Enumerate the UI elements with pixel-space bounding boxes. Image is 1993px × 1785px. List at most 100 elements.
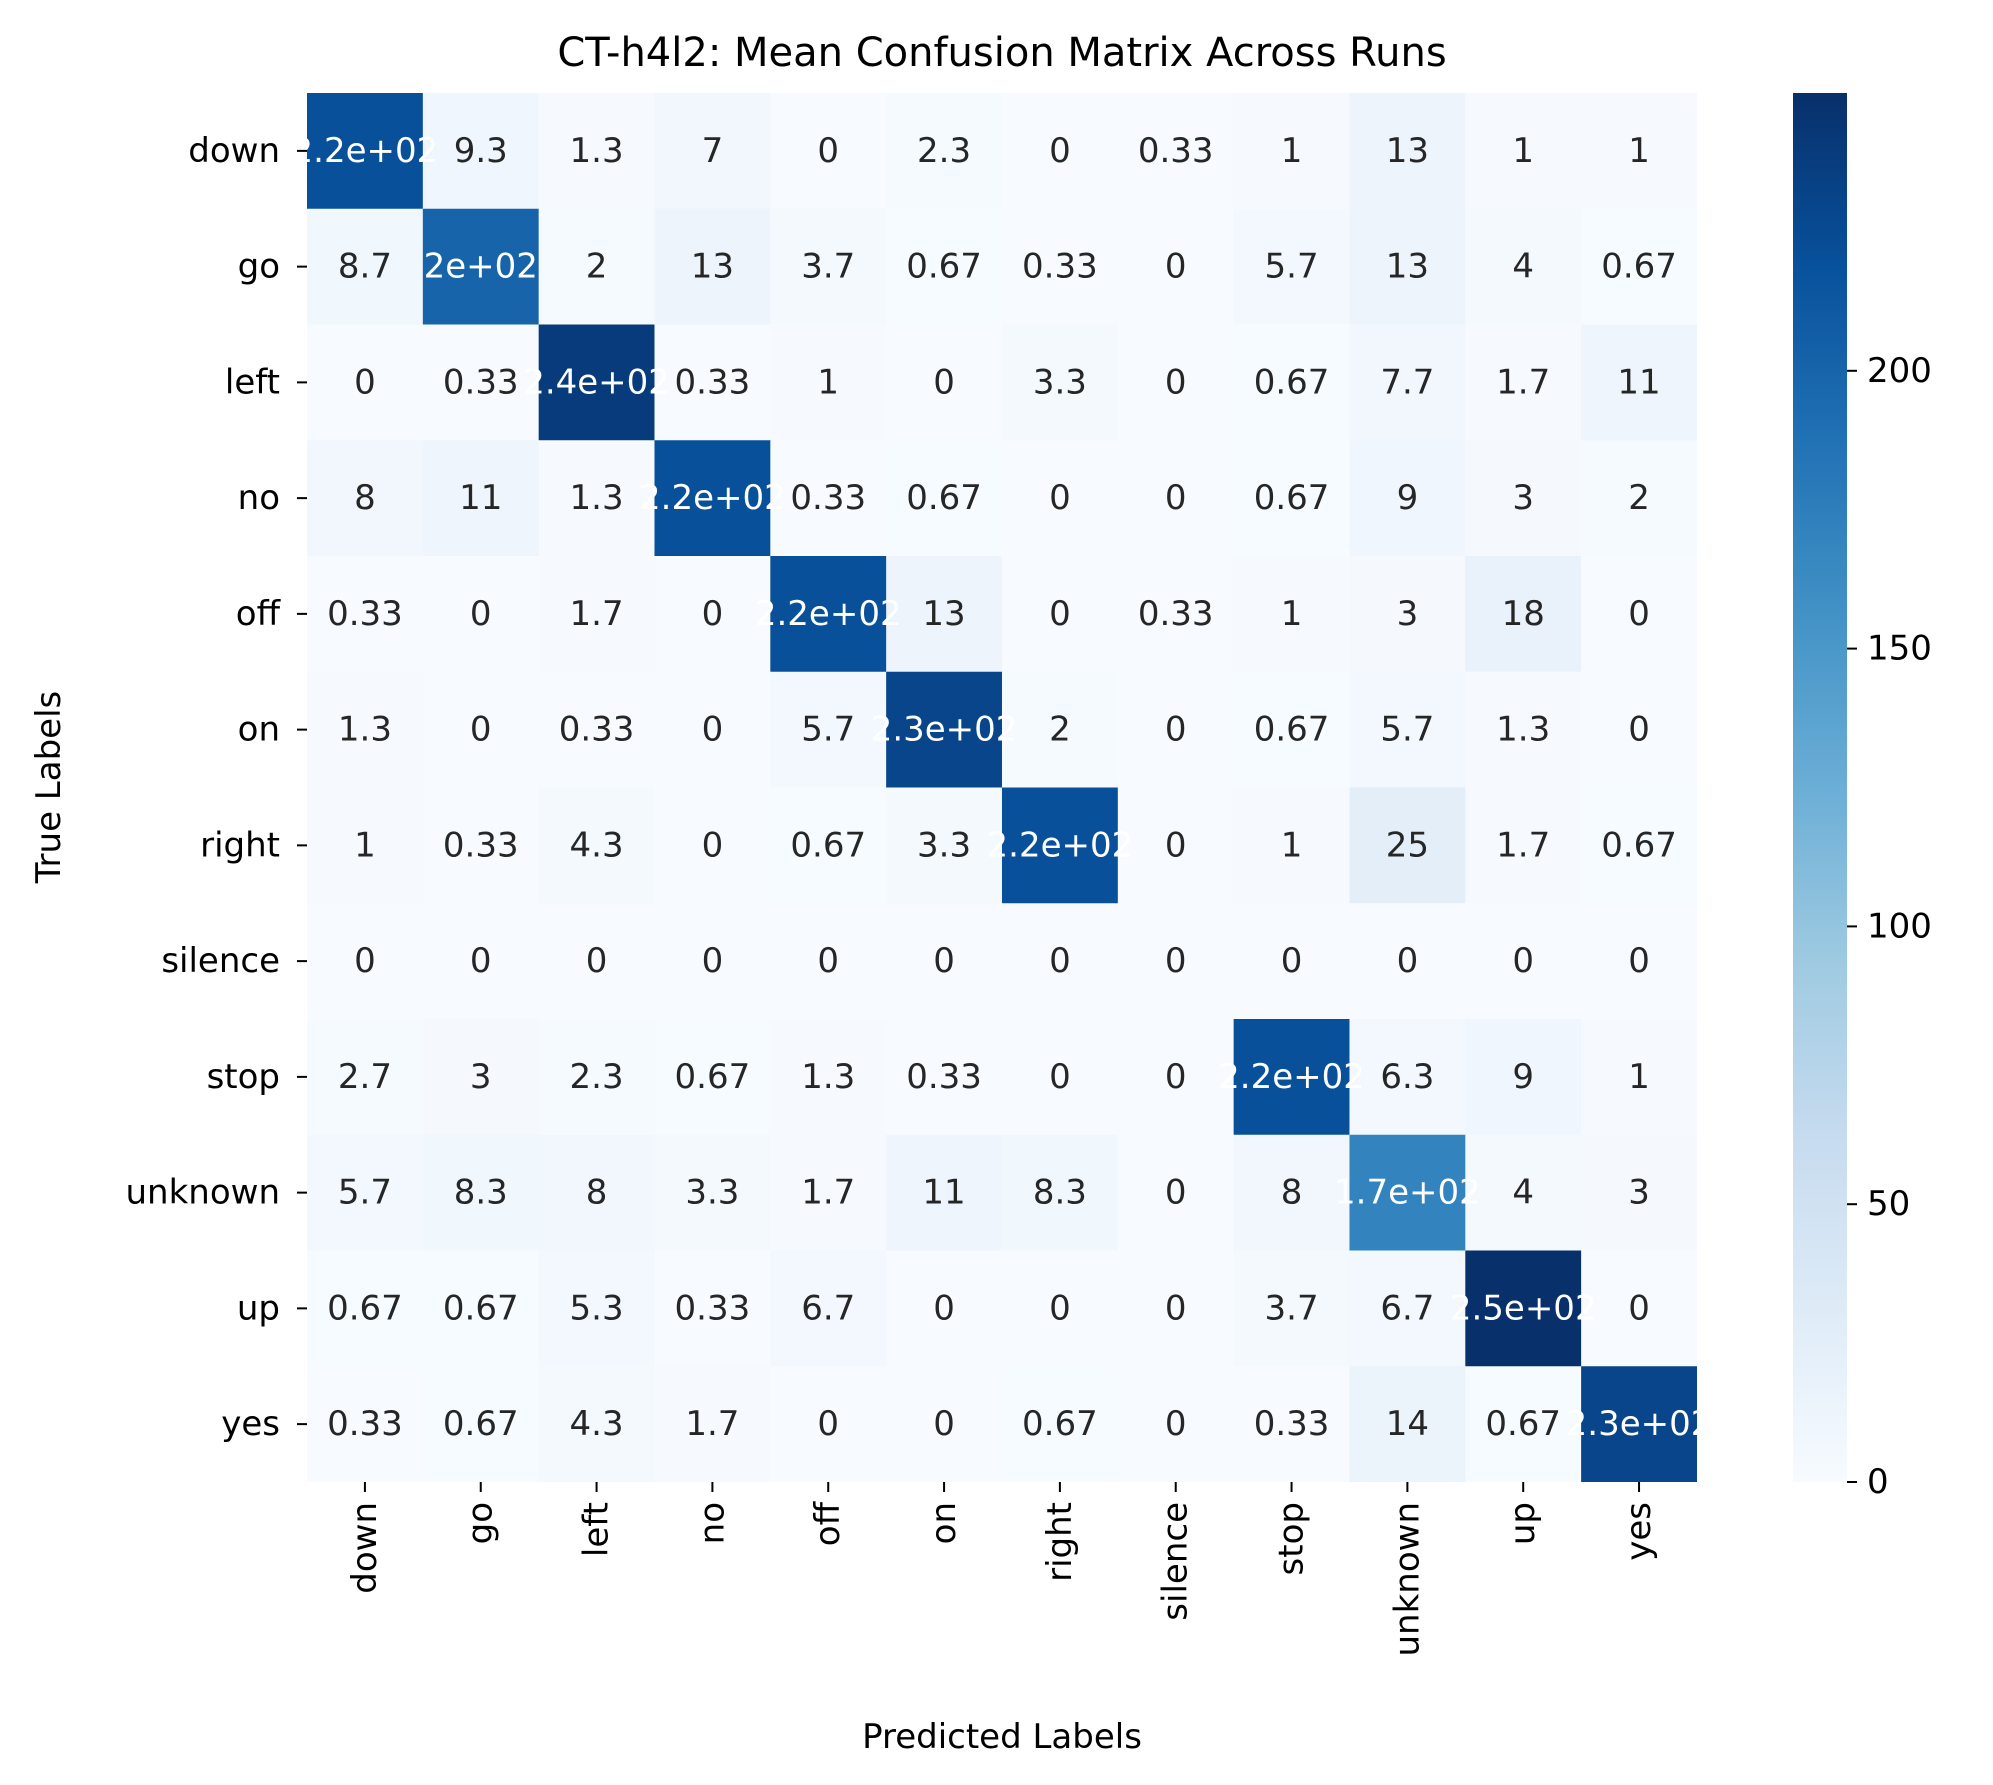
heatmap-cell xyxy=(422,1250,540,1367)
x-tick-label: down xyxy=(345,1502,385,1594)
heatmap-cell xyxy=(1233,208,1351,326)
cell-value-label: 0.33 xyxy=(1022,247,1098,287)
heatmap-cell xyxy=(1581,324,1697,441)
heatmap-cell xyxy=(654,556,771,673)
x-tick-label: stop xyxy=(1272,1502,1312,1575)
heatmap-cell xyxy=(770,1250,887,1367)
y-axis-label: True Labels xyxy=(29,691,69,884)
cell-value-label: 0.33 xyxy=(559,710,635,750)
y-tick-label: off xyxy=(236,594,282,634)
cell-value-label: 0.33 xyxy=(443,825,519,865)
cell-value-label: 14 xyxy=(1386,1404,1429,1444)
cell-value-label: 0 xyxy=(1165,1057,1187,1097)
heatmap-cell xyxy=(654,1250,771,1367)
heatmap-cell xyxy=(307,1134,424,1252)
cell-value-label: 0.33 xyxy=(906,1057,982,1097)
heatmap-cell xyxy=(538,1019,656,1136)
heatmap-cell xyxy=(1349,1250,1466,1367)
cell-value-label: 0.33 xyxy=(1138,594,1214,634)
cell-value-label: 2e+02 xyxy=(424,247,538,287)
heatmap-cell xyxy=(538,1366,656,1482)
cell-value-label: 0 xyxy=(470,594,492,634)
cell-value-label: 5.7 xyxy=(801,710,855,750)
cell-value-label: 9 xyxy=(1512,1057,1534,1097)
y-tick-label: down xyxy=(188,131,280,171)
cell-value-label: 2.7 xyxy=(338,1057,392,1097)
heatmap-cell xyxy=(1233,1366,1351,1482)
cell-value-label: 2.2e+02 xyxy=(987,825,1134,865)
cell-value-label: 2 xyxy=(586,247,608,287)
cell-value-label: 0 xyxy=(1049,1057,1071,1097)
heatmap-cell xyxy=(886,440,1003,557)
x-tick-label: up xyxy=(1503,1502,1543,1545)
heatmap-cell xyxy=(1001,208,1119,326)
x-tick-label: yes xyxy=(1619,1502,1659,1561)
cell-value-label: 1 xyxy=(1281,131,1303,171)
heatmap-cell xyxy=(886,1019,1003,1136)
heatmap-cell xyxy=(654,1019,771,1136)
heatmap-cell xyxy=(770,440,887,557)
cell-value-label: 1 xyxy=(817,362,839,402)
cell-value-label: 1 xyxy=(1628,1057,1650,1097)
cell-value-label: 0 xyxy=(702,710,724,750)
cell-value-label: 9 xyxy=(1397,478,1419,518)
y-tick-label: up xyxy=(237,1288,280,1328)
heatmap-cell xyxy=(422,93,540,210)
heatmap-cell xyxy=(307,787,424,904)
cell-value-label: 0 xyxy=(1628,710,1650,750)
heatmap-cell xyxy=(1117,556,1235,673)
heatmap-cell xyxy=(1349,1019,1466,1136)
heatmap-cell xyxy=(538,324,656,441)
heatmap-cell xyxy=(422,208,540,326)
cell-value-label: 3 xyxy=(1512,478,1534,518)
heatmap-cell xyxy=(1349,1134,1466,1252)
y-axis-ticks: down go left no off on right silence stop unknown… xyxy=(126,131,307,1444)
cell-value-label: 0 xyxy=(1165,941,1187,981)
cell-value-label: 0 xyxy=(1049,594,1071,634)
heatmap-cell xyxy=(1001,324,1119,441)
cell-value-label: 7 xyxy=(702,131,724,171)
heatmap-cell xyxy=(307,93,424,210)
heatmap-cell xyxy=(1233,556,1351,673)
heatmap-cell xyxy=(654,671,771,789)
cell-value-label: 0.67 xyxy=(327,1288,403,1328)
heatmap-cell xyxy=(1465,1366,1582,1482)
heatmap-cell xyxy=(654,903,771,1020)
heatmap-cell xyxy=(886,903,1003,1020)
heatmap-cell xyxy=(422,787,540,904)
y-tick-label: right xyxy=(200,825,280,865)
heatmap-cell xyxy=(1349,903,1466,1020)
cell-value-label: 2.2e+02 xyxy=(1218,1057,1365,1097)
cell-value-label: 0.67 xyxy=(1254,478,1330,518)
cell-value-label: 0 xyxy=(1281,941,1303,981)
heatmap-cell xyxy=(654,208,771,326)
heatmap-cell xyxy=(886,324,1003,441)
x-tick-label: no xyxy=(692,1502,732,1544)
cell-value-label: 0 xyxy=(1165,1173,1187,1213)
cell-value-label: 13 xyxy=(1386,131,1429,171)
heatmap-cell xyxy=(538,556,656,673)
heatmap-cell xyxy=(770,903,887,1020)
cell-value-label: 1.3 xyxy=(801,1057,855,1097)
heatmap-cell xyxy=(1001,1134,1119,1252)
heatmap-cell xyxy=(1581,671,1697,789)
cell-value-label: 2.3e+02 xyxy=(1566,1404,1713,1444)
cell-value-label: 0 xyxy=(702,941,724,981)
colorbar-tick-label: 50 xyxy=(1867,1184,1910,1224)
cell-value-label: 8.3 xyxy=(1033,1173,1087,1213)
heatmap-cell xyxy=(1117,671,1235,789)
heatmap-cell xyxy=(1581,1019,1697,1136)
cell-value-label: 2.2e+02 xyxy=(292,131,439,171)
heatmap-cell xyxy=(1117,1134,1235,1252)
heatmap-cell xyxy=(654,93,771,210)
cell-value-label: 6.7 xyxy=(801,1288,855,1328)
cell-value-label: 11 xyxy=(922,1173,965,1213)
heatmap-cell xyxy=(422,1019,540,1136)
cell-value-label: 1.7 xyxy=(570,594,624,634)
heatmap-cell xyxy=(1581,903,1697,1020)
heatmap-cell xyxy=(1233,1019,1351,1136)
heatmap-cell xyxy=(1233,903,1351,1020)
heatmap-cell xyxy=(654,440,771,557)
cell-value-label: 1.3 xyxy=(1496,710,1550,750)
heatmap-cell xyxy=(422,556,540,673)
